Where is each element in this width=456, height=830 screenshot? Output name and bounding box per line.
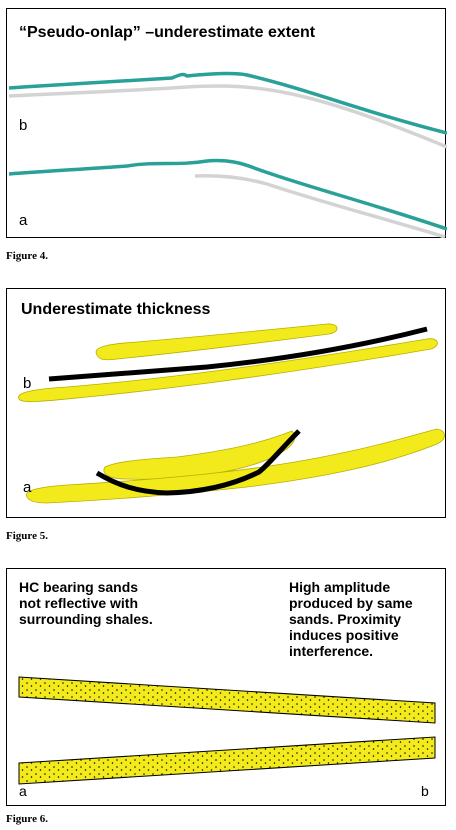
horizon-a: [8, 158, 447, 231]
figure-4-diagram: [8, 71, 447, 239]
figure-6-label-b: b: [421, 783, 429, 799]
figure-5-label-b: b: [23, 375, 32, 392]
figure-5-label-a: a: [23, 479, 32, 496]
figure-5-panel: Underestimate thickness b a: [6, 288, 446, 518]
horizon-a-ghost: [194, 174, 446, 239]
sand-body-b-lower: [18, 338, 438, 402]
figure-6-caption: Figure 6.: [6, 813, 48, 825]
figure-4-panel: “Pseudo-onlap” –underestimate extent b a: [6, 8, 447, 239]
sand-layer-upper: [18, 676, 436, 724]
figure-4-label-a: a: [19, 212, 28, 229]
sand-body-b-upper: [95, 323, 338, 361]
sand-body-a-lens: [103, 430, 296, 480]
figure-6-label-a: a: [19, 783, 27, 799]
figure-5-diagram: [18, 323, 445, 504]
figure-6-note-left: HC bearing sands not reflective with sur…: [19, 579, 153, 627]
sand-body-a-lower: [25, 428, 445, 504]
reflector-a: [95, 429, 301, 496]
figure-6-panel: HC bearing sands not reflective with sur…: [6, 568, 446, 806]
reflector-b: [48, 326, 428, 382]
figure-5-caption: Figure 5.: [6, 530, 48, 542]
horizon-b-ghost: [8, 84, 447, 149]
figure-4-caption: Figure 4.: [6, 250, 48, 262]
sand-layer-lower: [18, 736, 436, 785]
figure-4-title: “Pseudo-onlap” –underestimate extent: [19, 24, 316, 41]
figure-4-label-b: b: [19, 117, 28, 134]
horizon-b: [8, 71, 447, 135]
figure-5-title: Underestimate thickness: [21, 301, 211, 318]
figure-6-note-right: High amplitude produced by same sands. P…: [289, 579, 413, 659]
figure-6-diagram: [18, 676, 436, 785]
